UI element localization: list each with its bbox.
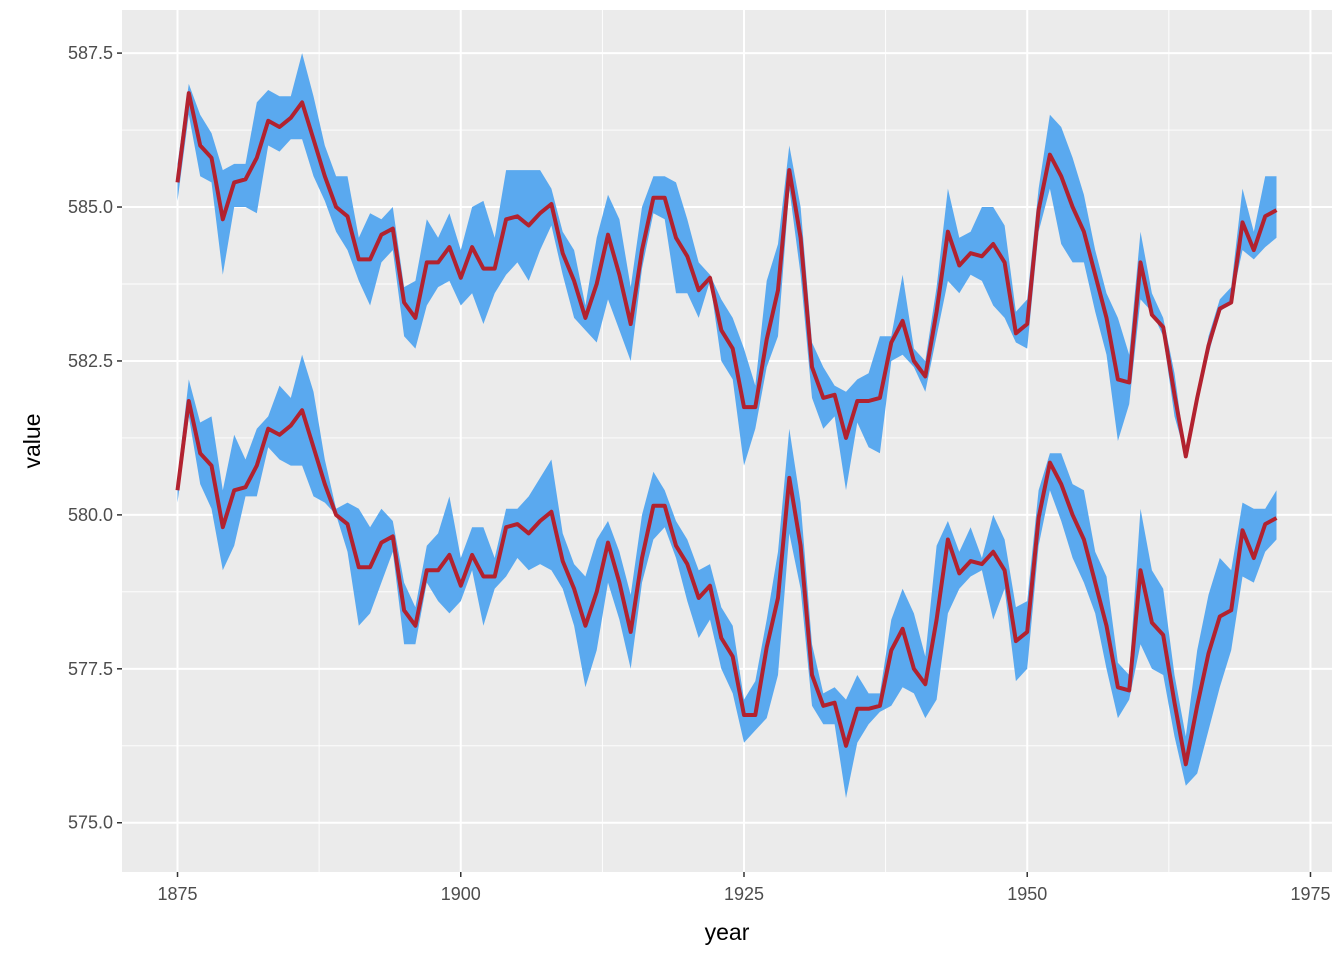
grid-major (122, 10, 1332, 872)
grid-minor (122, 10, 1332, 872)
y-tick-label: 575.0 (68, 813, 113, 833)
x-tick-label: 1925 (724, 884, 764, 904)
x-tick-label: 1900 (441, 884, 481, 904)
x-tick-label: 1950 (1007, 884, 1047, 904)
series-lines (175, 91, 1278, 767)
y-tick-label: 582.5 (68, 351, 113, 371)
y-tick-label: 585.0 (68, 197, 113, 217)
x-tick-label: 1875 (157, 884, 197, 904)
y-tick-label: 580.0 (68, 505, 113, 525)
series-line-1 (175, 91, 1278, 459)
y-axis: 575.0 577.5 580.0 582.5 585.0 587.5 (68, 43, 122, 833)
series-line-2 (175, 399, 1278, 767)
ribbon-1 (177, 53, 1277, 491)
x-tick-label: 1975 (1290, 884, 1330, 904)
x-axis: 1875 1900 1925 1950 1975 (157, 872, 1330, 904)
y-tick-label: 587.5 (68, 43, 113, 63)
y-tick-label: 577.5 (68, 659, 113, 679)
y-axis-title: value (19, 414, 45, 469)
x-axis-title: year (705, 919, 750, 945)
